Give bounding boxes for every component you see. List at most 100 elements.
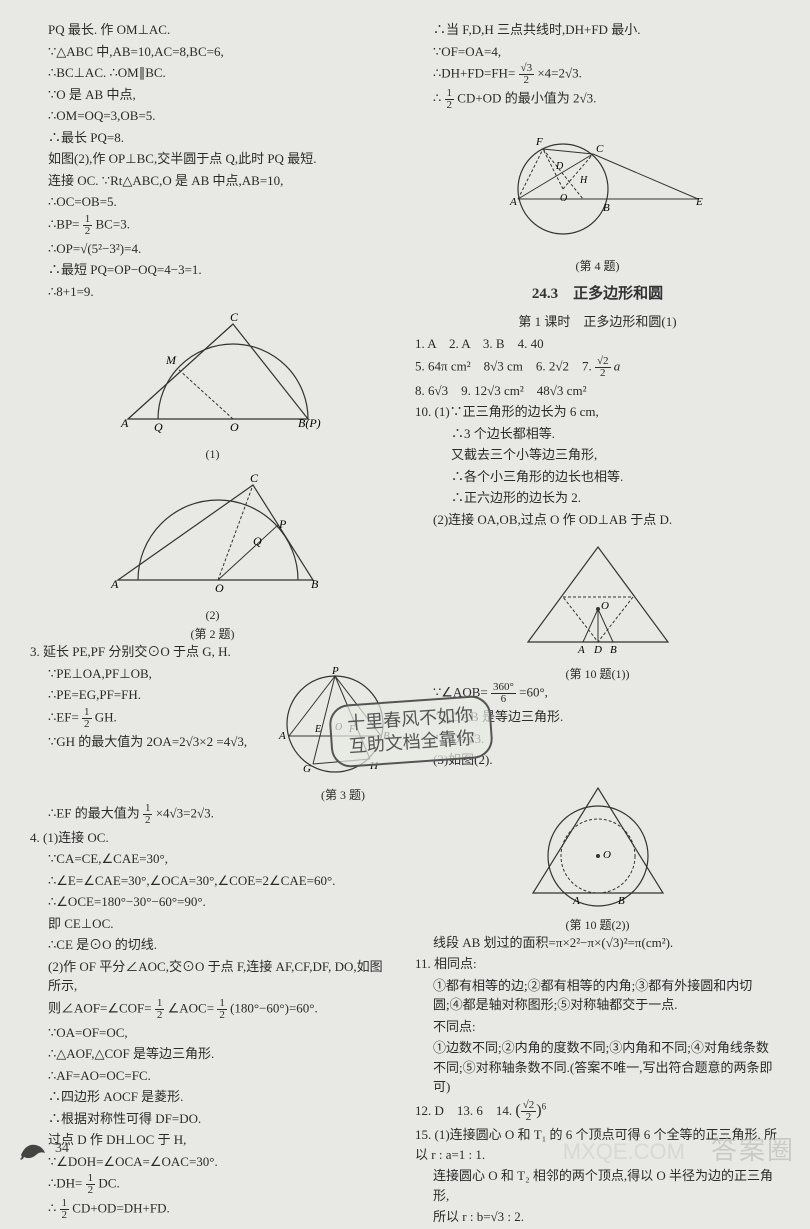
text: ×4=2√3. (537, 65, 582, 80)
fraction: 12 (83, 214, 93, 237)
figure-caption: (1) (30, 447, 395, 462)
svg-text:Q: Q (154, 420, 163, 434)
svg-text:F: F (535, 136, 543, 148)
text-line: ∴OP=√(5²−3²)=4. (30, 239, 395, 259)
text: ∴ (48, 1200, 56, 1215)
text-line: ∴OC=OB=5. (30, 192, 395, 212)
text-line: ∴∠E=∠CAE=30°,∠OCA=30°,∠COE=2∠CAE=60°. (30, 871, 395, 891)
text: a (614, 358, 621, 373)
fraction: √22 (595, 356, 611, 379)
svg-text:Q: Q (253, 534, 262, 548)
svg-text:O: O (230, 420, 239, 434)
text: GH. (95, 709, 117, 724)
svg-text:O: O (603, 849, 611, 861)
svg-text:C: C (230, 310, 239, 324)
text-line: ∴BC⊥AC. ∴OM∥BC. (30, 63, 395, 83)
svg-text:D: D (555, 161, 564, 172)
text: BC=3. (96, 216, 130, 231)
text-line: 又截去三个小等边三角形, (415, 445, 780, 465)
text: ∴DH+FD=FH= (433, 65, 515, 80)
figure-caption: (2) (30, 608, 395, 623)
text: 5. 64π cm² 8√3 cm 6. 2√2 7. (415, 358, 595, 373)
text-line: ①都有相等的边;②都有相等的内角;③都有外接圆和内切圆;④都是轴对称图形;⑤对称… (415, 976, 780, 1015)
text: 则∠AOF=∠COF= (48, 1000, 152, 1015)
text-line: 连接圆心 O 和 T₂ 相邻的两个顶点,得以 O 半径为边的正三角形, (415, 1166, 780, 1205)
text: =60°, (519, 684, 548, 699)
text-line: ∴AF=AO=OC=FC. (30, 1066, 395, 1086)
svg-text:G: G (303, 763, 311, 775)
page-number: 34 (55, 1141, 69, 1157)
text-line: ∴OM=OQ=3,OB=5. (30, 106, 395, 126)
text-line: PQ 最长. 作 OM⊥AC. (30, 20, 395, 40)
text-line: ∵OA=OF=OC, (30, 1023, 395, 1043)
text: ×4√3=2√3. (156, 805, 214, 820)
svg-text:A: A (572, 895, 580, 907)
text: CD+OD=DH+FD. (72, 1200, 169, 1215)
figure-triangle-1: A B(P) C M Q O (98, 309, 328, 439)
figure-triangle-10-1: O A D B (508, 537, 688, 657)
text-line: 4. (1)连接 OC. (30, 828, 395, 848)
text-line: 11. 相同点: (415, 954, 780, 974)
text-line: 所以 r : b=√3 : 2. (415, 1207, 780, 1227)
text-line: ∵O 是 AB 中点, (30, 85, 395, 105)
text-line: ∴最长 PQ=8. (30, 128, 395, 148)
svg-text:O: O (215, 581, 224, 595)
text-line: ∴ 12 CD+OD 的最小值为 2√3. (415, 88, 780, 111)
fraction: 12 (86, 1173, 96, 1196)
text-line: ∴EF 的最大值为 12 ×4√3=2√3. (30, 803, 395, 826)
text-line: ∴DH= 12 DC. (30, 1173, 395, 1196)
figure-caption: (第 2 题) (30, 625, 395, 642)
text: CD+OD 的最小值为 2√3. (457, 90, 596, 105)
text-line: 过点 D 作 DH⊥OC 于 H, (30, 1130, 395, 1150)
figure-caption: (第 10 题(1)) (415, 665, 780, 682)
fraction: 12 (445, 88, 455, 111)
svg-text:H: H (579, 175, 588, 186)
text-line: ∵△ABC 中,AB=10,AC=8,BC=6, (30, 42, 395, 62)
text: ∴BP= (48, 216, 80, 231)
text-line: ∴正六边形的边长为 2. (415, 488, 780, 508)
figure-triangle-10-2: O A B (518, 778, 678, 908)
svg-text:O: O (560, 193, 567, 204)
text: ∠AOC= (168, 1000, 214, 1015)
svg-text:E: E (314, 724, 321, 735)
text-line: ∴DH+FD=FH= √32 ×4=2√3. (415, 63, 780, 86)
text-line: ①边数不同;②内角的度数不同;③内角和不同;④对角线条数不同;⑤对称轴条数不同.… (415, 1038, 780, 1097)
figure-caption: (第 10 题(2)) (415, 916, 780, 933)
text: ∴ (433, 90, 441, 105)
text-line: (2)连接 OA,OB,过点 O 作 OD⊥AB 于点 D. (415, 510, 780, 530)
text-line: ∵PE⊥OA,PF⊥OB, (30, 664, 275, 684)
watermark-stamp: 十里春风不如你 互助文档全靠你 (328, 694, 494, 768)
fraction: √22 (521, 1100, 537, 1123)
text-line: 即 CE⊥OC. (30, 914, 395, 934)
svg-text:B(P): B(P) (298, 416, 321, 430)
text: 12. D 13. 6 14. (415, 1103, 515, 1118)
text-line: 不同点: (415, 1017, 780, 1037)
fraction: 12 (155, 998, 165, 1021)
svg-text:B: B (311, 577, 319, 591)
answer-line: 1. A 2. A 3. B 4. 40 (415, 334, 780, 354)
left-column: PQ 最长. 作 OM⊥AC. ∵△ABC 中,AB=10,AC=8,BC=6,… (30, 20, 395, 1229)
text: DC. (98, 1175, 119, 1190)
text-line: 连接 OC. ∵Rt△ABC,O 是 AB 中点,AB=10, (30, 171, 395, 191)
text-line: ∴根据对称性可得 DF=DO. (30, 1109, 395, 1129)
svg-text:A: A (120, 416, 129, 430)
text-line: ∴ 12 CD+OD=DH+FD. (30, 1198, 395, 1221)
text-line: ∵OF=OA=4, (415, 42, 780, 62)
watermark-text: 答案圈 (711, 1130, 795, 1167)
right-column: ∴当 F,D,H 三点共线时,DH+FD 最小. ∵OF=OA=4, ∴DH+F… (415, 20, 780, 1229)
answer-line: 8. 6√3 9. 12√3 cm² 48√3 cm² (415, 381, 780, 401)
fraction: 360°6 (491, 682, 516, 705)
svg-text:O: O (601, 600, 609, 612)
svg-text:A: A (110, 577, 119, 591)
text-line: ∴CE 是⊙O 的切线. (30, 935, 395, 955)
text: ∴EF 的最大值为 (48, 805, 140, 820)
text-line: ∴当 F,D,H 三点共线时,DH+FD 最小. (415, 20, 780, 40)
text: (180°−60°)=60°. (230, 1000, 318, 1015)
text-line: ∴∠OCE=180°−30°−60°=90°. (30, 892, 395, 912)
svg-text:B: B (603, 202, 610, 214)
text-line: (2)作 OF 平分∠AOC,交⊙O 于点 F,连接 AF,CF,DF, DO,… (30, 957, 395, 996)
text-line: 10. (1)∵正三角形的边长为 6 cm, (415, 402, 780, 422)
svg-text:A: A (509, 196, 517, 208)
svg-text:A: A (278, 730, 286, 742)
text-line: ∴EF= 12 GH. (30, 707, 275, 730)
